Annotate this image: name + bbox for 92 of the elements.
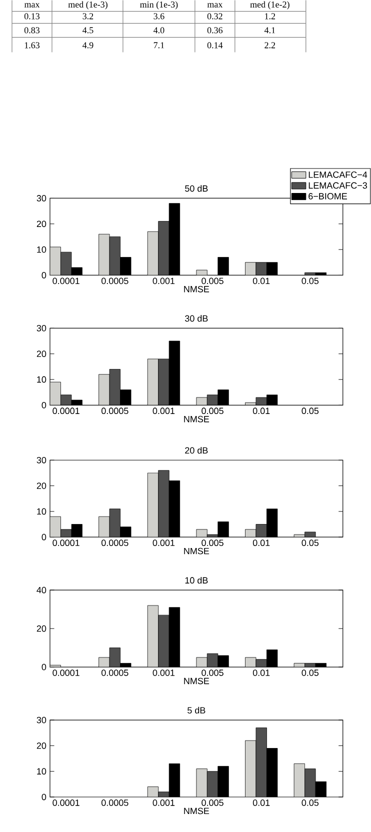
text: med (1e-3) (68, 1, 108, 10)
x-tick-label: 0.0001 (52, 800, 80, 806)
x-tick-label: 0.005 (202, 408, 224, 414)
x-tick-label: 0.01 (253, 800, 270, 806)
text: 1.63 (24, 42, 40, 48)
y-tick-label: 30 (36, 716, 46, 724)
x-axis-title: NMSE (184, 416, 210, 422)
y-tick-label: 30 (36, 324, 46, 332)
bar (109, 369, 121, 406)
x-tick-label: 0.0005 (102, 800, 128, 806)
x-tick-label: 0.005 (202, 278, 224, 284)
y-tick-label: 30 (36, 456, 46, 464)
chart-title: 30 dB (185, 315, 208, 322)
bar (218, 257, 229, 276)
text: 3.2 (82, 13, 94, 20)
x-tick-label: 0.01 (253, 670, 270, 676)
x-tick-label: 0.001 (152, 278, 175, 284)
text: 0.14 (207, 42, 223, 48)
text: 4.1 (264, 27, 276, 34)
y-tick-label: 10 (37, 376, 46, 383)
y-tick-label: 10 (37, 508, 46, 515)
x-tick-label: 0.001 (152, 670, 175, 676)
x-axis-title: NMSE (184, 808, 210, 814)
chart-title: 10 dB (185, 576, 208, 584)
y-tick-label: 20 (36, 742, 46, 749)
x-tick-label: 0.0001 (52, 408, 80, 414)
x-tick-label: 0.01 (253, 278, 270, 284)
bar (158, 358, 170, 406)
text: min (1e-3) (140, 1, 178, 10)
text: 4.5 (82, 27, 94, 34)
x-tick-label: 0.005 (202, 670, 224, 676)
legend-label: LEMACAFC−4 (308, 171, 368, 178)
text: 0.83 (24, 27, 40, 34)
text: 2.2 (264, 42, 276, 48)
text: 7.1 (154, 42, 164, 48)
text: max (207, 3, 223, 8)
legend-label: 6−BIOME (308, 193, 348, 200)
chart-title: 20 dB (185, 446, 208, 454)
text: 4.9 (82, 42, 94, 48)
y-tick-label: 30 (36, 195, 46, 202)
x-tick-label: 0.0005 (102, 670, 128, 676)
x-tick-label: 0.005 (202, 540, 224, 546)
x-axis-title: NMSE (184, 678, 210, 684)
y-tick-label: 20 (36, 220, 46, 228)
x-tick-label: 0.05 (302, 670, 319, 676)
x-tick-label: 0.0005 (102, 408, 128, 414)
text: 0.36 (207, 27, 223, 34)
bar (294, 763, 306, 798)
x-axis-title: NMSE (184, 286, 210, 292)
text: 0.32 (207, 13, 222, 20)
y-tick-label: 20 (36, 625, 46, 632)
y-tick-label: 0 (42, 794, 46, 800)
x-tick-label: 0.05 (302, 800, 319, 806)
x-tick-label: 0.001 (152, 408, 175, 414)
chart-title: 5 dB (188, 706, 206, 714)
x-tick-label: 0.0001 (52, 278, 80, 284)
text: 3.6 (154, 13, 164, 20)
y-tick-label: 40 (36, 586, 46, 594)
x-tick-label: 0.01 (253, 408, 270, 414)
x-axis-title: NMSE (184, 548, 210, 554)
x-tick-label: 0.0005 (102, 278, 128, 284)
bar (207, 394, 218, 406)
x-tick-label: 0.05 (302, 540, 319, 546)
text: 1.2 (265, 13, 276, 20)
y-tick-label: 20 (36, 350, 46, 358)
y-tick-label: 0 (42, 272, 46, 278)
chart-title: 50 dB (185, 185, 208, 192)
text: med (1e-2) (250, 1, 290, 10)
y-tick-label: 20 (36, 482, 46, 489)
x-tick-label: 0.001 (152, 540, 175, 546)
x-tick-label: 0.05 (302, 408, 319, 414)
x-tick-label: 0.0001 (52, 670, 80, 676)
y-tick-label: 0 (42, 664, 46, 670)
text: 0.13 (24, 13, 40, 20)
x-tick-label: 0.05 (302, 278, 319, 284)
y-tick-label: 0 (42, 402, 46, 408)
x-tick-label: 0.01 (253, 540, 270, 546)
bar (60, 394, 72, 406)
x-tick-label: 0.005 (202, 800, 224, 806)
bar (158, 614, 170, 668)
x-tick-label: 0.0005 (102, 540, 128, 546)
y-tick-label: 0 (42, 534, 46, 540)
x-tick-label: 0.001 (152, 800, 175, 806)
bar (196, 768, 208, 798)
bar (196, 270, 208, 276)
y-tick-label: 10 (37, 768, 46, 775)
text: 4.0 (154, 27, 164, 34)
bar (245, 740, 256, 798)
x-tick-label: 0.0001 (52, 540, 80, 546)
legend-label: LEMACAFC−3 (308, 182, 368, 189)
y-tick-label: 10 (37, 246, 46, 253)
text: max (24, 3, 40, 8)
